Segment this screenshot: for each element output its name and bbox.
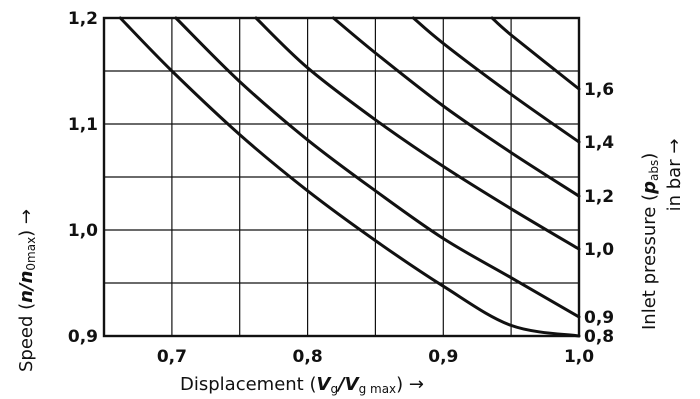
x-tick-label: 0,8 xyxy=(293,347,323,367)
y2-tick-label: 1,2 xyxy=(584,187,614,207)
grid xyxy=(104,18,579,336)
x-axis-label: Displacement (Vg/Vg max) → xyxy=(180,374,424,396)
y2-axis-label-unit: in bar → xyxy=(664,139,685,212)
x-tick-label: 0,9 xyxy=(428,347,458,367)
y2-tick-label: 0,9 xyxy=(584,308,614,328)
y-tick-label: 1,1 xyxy=(68,115,98,135)
y2-tick-label: 1,6 xyxy=(584,80,614,100)
y-tick-label: 1,0 xyxy=(68,221,98,241)
y2-tick-label: 1,0 xyxy=(584,240,614,260)
x-tick-label: 1,0 xyxy=(564,347,594,367)
y-axis-label: Speed (n/n0max) → xyxy=(16,209,38,372)
y2-tick-label: 1,4 xyxy=(584,133,614,153)
y2-tick-label: 0,8 xyxy=(584,327,614,347)
x-tick-label: 0,7 xyxy=(157,347,187,367)
curves xyxy=(118,16,581,338)
tick-labels: 0,7 0,8 0,9 1,00,91,01,11,20,80,91,01,21,41… xyxy=(68,9,614,367)
y2-axis-label: Inlet pressure (pabs) xyxy=(639,153,661,330)
pressure-curve xyxy=(118,16,581,338)
pressure-curve xyxy=(411,16,581,144)
pressure-curve xyxy=(254,16,581,251)
pressure-curve xyxy=(490,16,581,91)
pressure-curve xyxy=(331,16,581,198)
plot-frame xyxy=(102,16,581,338)
y-tick-label: 0,9 xyxy=(68,327,98,347)
pressure-curve xyxy=(174,16,581,319)
y-tick-label: 1,2 xyxy=(68,9,98,29)
